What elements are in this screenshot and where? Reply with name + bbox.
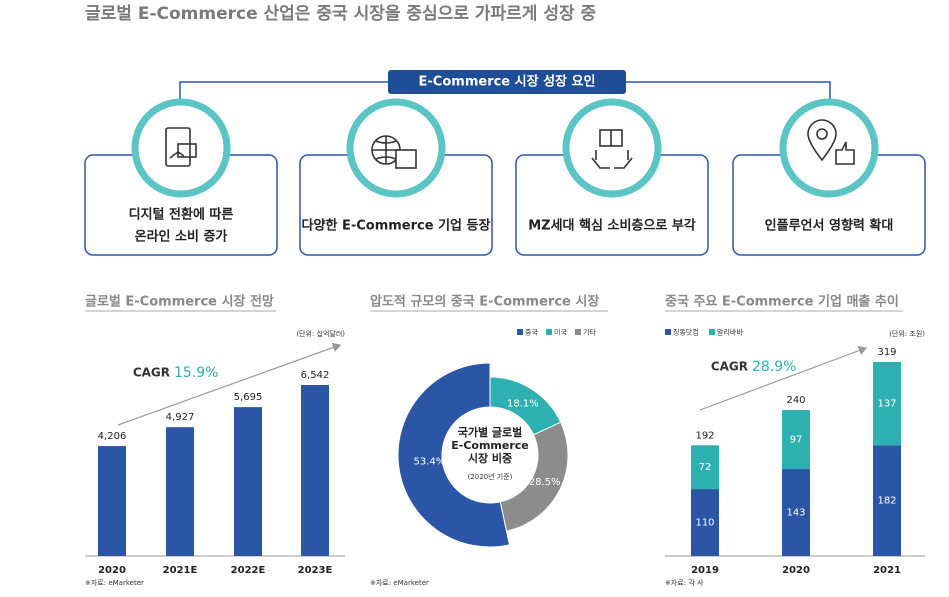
source: ※자료: eMarketer xyxy=(85,578,144,587)
center-note: (2020년 기준) xyxy=(468,472,513,481)
value-label: 143 xyxy=(786,508,805,519)
value-label: 28.5% xyxy=(529,477,561,488)
legend-label: 알리바바 xyxy=(717,328,743,337)
unit: (단위: 십억달러) xyxy=(296,329,345,338)
total-label: 319 xyxy=(877,347,896,358)
bar-segment xyxy=(782,469,810,556)
x-tick-label: 2021E xyxy=(163,565,198,576)
cagr-label: CAGR xyxy=(133,366,170,380)
cagr-label: CAGR xyxy=(711,360,748,374)
center-text: 국가별 글로벌 xyxy=(458,425,523,439)
factor-text: 디지털 전환에 따른 xyxy=(129,207,234,223)
legend-swatch xyxy=(709,329,715,335)
value-label: 72 xyxy=(699,462,712,473)
value-label: 6,542 xyxy=(301,370,330,381)
factor-text: 온라인 소비 증가 xyxy=(135,229,228,245)
factor-circle xyxy=(562,98,662,198)
source: ※자료: eMarketer xyxy=(370,578,429,587)
bar xyxy=(234,407,262,556)
value-label: 4,206 xyxy=(98,431,127,442)
bar-segment xyxy=(691,489,719,556)
legend-label: 징동닷컴 xyxy=(673,328,699,337)
legend-label: 미국 xyxy=(554,328,567,337)
chart-title: 압도적 규모의 중국 E-Commerce 시장 xyxy=(370,294,599,310)
factor-circle xyxy=(131,98,231,198)
factor-circle xyxy=(346,98,446,198)
factor-text: 인플루언서 영향력 확대 xyxy=(765,218,894,234)
x-tick-label: 2020 xyxy=(782,565,810,576)
x-tick-label: 2019 xyxy=(691,565,719,576)
factor-title: E-Commerce 시장 성장 요인 xyxy=(419,74,596,90)
source: ※자료: 각 사 xyxy=(665,578,704,587)
page-title: 글로벌 E-Commerce 산업은 중국 시장을 중심으로 가파르게 성장 중 xyxy=(85,4,597,24)
value-label: 53.4% xyxy=(413,457,445,468)
cagr-value: 15.9% xyxy=(174,365,218,381)
bar-segment xyxy=(873,445,901,556)
bar xyxy=(301,385,329,556)
value-label: 110 xyxy=(695,518,714,529)
chart-title: 글로벌 E-Commerce 시장 전망 xyxy=(85,294,274,310)
chart-title: 중국 주요 E-Commerce 기업 매출 추이 xyxy=(665,294,899,310)
value-label: 182 xyxy=(877,496,896,507)
factor-text: MZ세대 핵심 소비층으로 부각 xyxy=(528,218,696,234)
bar-segment xyxy=(782,410,810,470)
x-tick-label: 2022E xyxy=(231,565,266,576)
total-label: 240 xyxy=(786,395,805,406)
legend-swatch xyxy=(575,329,581,335)
bar xyxy=(98,446,126,556)
icons xyxy=(165,119,855,169)
x-tick-label: 2023E xyxy=(298,565,333,576)
value-label: 18.1% xyxy=(507,399,539,410)
bar-segment xyxy=(873,362,901,446)
unit: (단위: 조원) xyxy=(889,329,925,338)
center-text: 시장 비중 xyxy=(468,451,512,465)
value-label: 4,927 xyxy=(166,412,195,423)
legend-swatch xyxy=(665,329,671,335)
total-label: 192 xyxy=(695,430,714,441)
pie-hole xyxy=(442,407,538,503)
legend-label: 기타 xyxy=(583,328,596,337)
bar-segment xyxy=(691,445,719,490)
bar xyxy=(166,427,194,556)
legend-label: 중국 xyxy=(525,329,538,337)
factor-text: 다양한 E-Commerce 기업 등장 xyxy=(302,218,491,234)
value-label: 97 xyxy=(790,435,803,446)
x-tick-label: 2021 xyxy=(873,565,901,576)
trend-arrow xyxy=(117,342,342,426)
legend-swatch xyxy=(517,329,523,335)
center-text: E-Commerce xyxy=(451,439,529,452)
trend-arrow xyxy=(699,346,868,411)
value-label: 5,695 xyxy=(234,392,263,403)
x-tick-label: 2020 xyxy=(98,565,126,576)
legend-swatch xyxy=(546,329,552,335)
cagr-value: 28.9% xyxy=(752,359,796,375)
factor-pill xyxy=(388,70,626,94)
value-label: 137 xyxy=(877,399,896,410)
factor-circle xyxy=(779,98,879,198)
